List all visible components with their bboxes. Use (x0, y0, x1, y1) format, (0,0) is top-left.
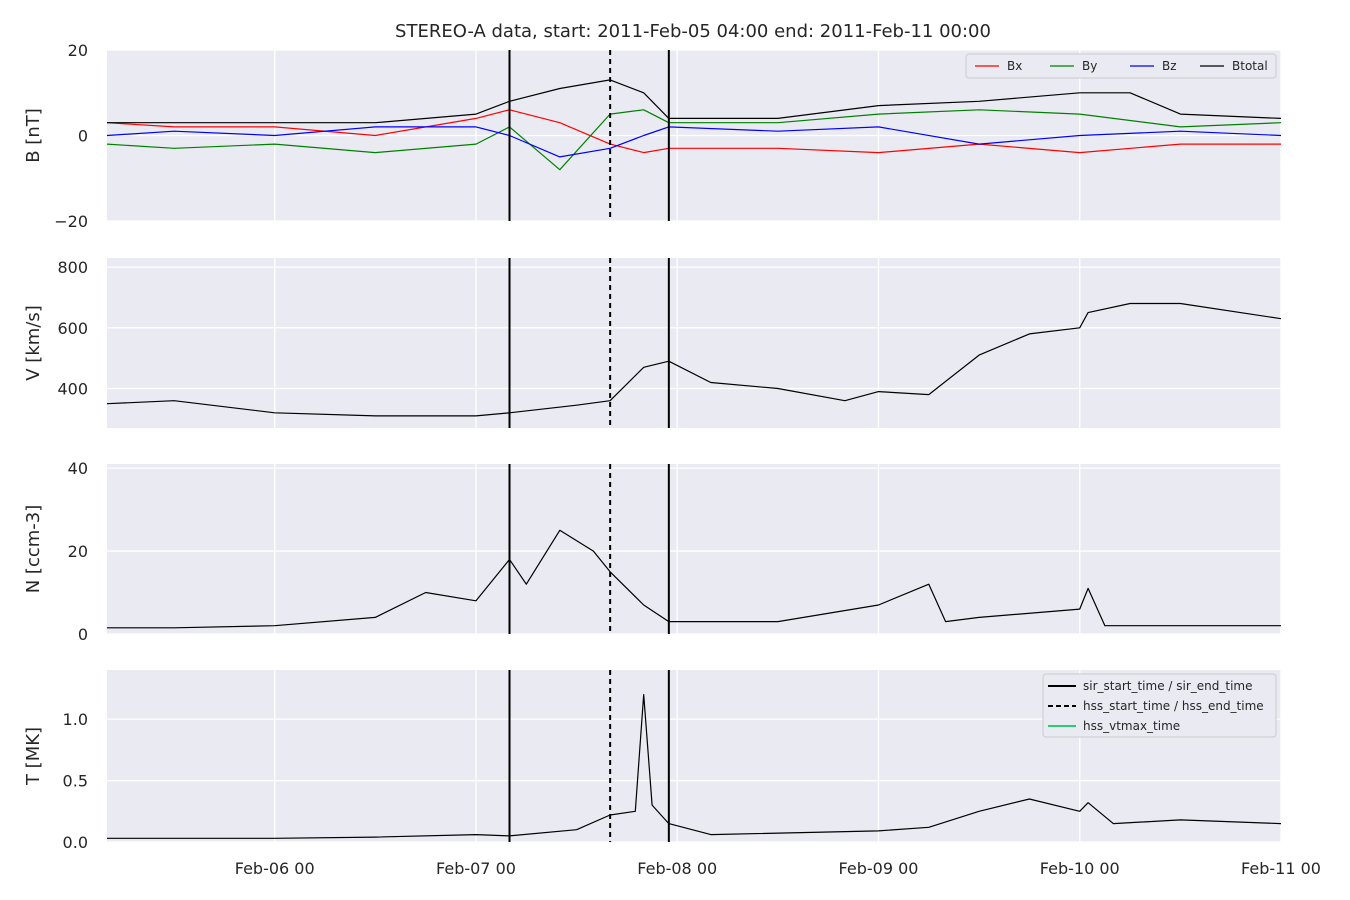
x-tick-label: Feb-09 00 (839, 859, 919, 878)
panel-n-ytick-label: 20 (68, 542, 88, 561)
series-bz-line (106, 126, 1282, 158)
panel-b-ytick-label: −20 (54, 212, 88, 231)
panel-n-background (107, 464, 1281, 634)
series-v-line (106, 302, 1282, 417)
panel-t-ytick-label: 0.0 (63, 833, 88, 852)
series-btotal-line (107, 79, 1282, 124)
legend-t-label: hss_start_time / hss_end_time (1083, 699, 1264, 713)
panel-b-ylabel: B [nT] (23, 108, 44, 163)
panel-t-ytick-label: 0.5 (63, 772, 88, 791)
legend-t: sir_start_time / sir_end_time hss_start_t… (1042, 673, 1277, 738)
legend-b-label: By (1082, 59, 1097, 73)
series-n-line (107, 529, 1281, 629)
legend-b-label: Bz (1162, 59, 1177, 73)
panel-v: 400 600 800 V [km/s] (23, 258, 1282, 428)
x-tick-label: Feb-07 00 (436, 859, 516, 878)
x-tick-label: Feb-06 00 (235, 859, 315, 878)
panel-v-ytick-label: 400 (57, 380, 88, 399)
legend-t-frame (1042, 673, 1277, 738)
legend-t-label: sir_start_time / sir_end_time (1083, 679, 1253, 693)
panel-v-ytick-label: 800 (57, 258, 88, 277)
panel-v-background (107, 258, 1281, 428)
legend-b-frame (965, 53, 1277, 79)
legend-b-label: Bx (1007, 59, 1022, 73)
series-by-line (106, 109, 1282, 171)
figure-title: STEREO-A data, start: 2011-Feb-05 04:00 … (395, 21, 991, 42)
panel-t-ytick-label: 1.0 (63, 710, 88, 729)
panel-b-ytick-label: 20 (68, 41, 88, 60)
panel-n-ytick-label: 40 (68, 459, 88, 478)
panel-n: 0 20 40 N [ccm-3] (23, 459, 1282, 644)
legend-b-label: Btotal (1232, 59, 1268, 73)
legend-t-label: hss_vtmax_time (1083, 719, 1180, 733)
panels: −20 0 20 B [nT] 400 600 800 V [km/s] 0 20 40 N [ccm… (23, 41, 1321, 878)
panel-n-ylabel: N [ccm-3] (23, 505, 44, 594)
panel-v-ylabel: V [km/s] (23, 305, 44, 380)
legend-b: Bx By Bz Btotal (965, 53, 1277, 79)
x-tick-label: Feb-08 00 (637, 859, 717, 878)
panel-v-ytick-label: 600 (57, 319, 88, 338)
panel-t-ylabel: T [MK] (23, 727, 44, 786)
x-tick-label: Feb-10 00 (1040, 859, 1120, 878)
panel-b-ytick-label: 0 (78, 127, 88, 146)
x-tick-label: Feb-11 00 (1241, 859, 1321, 878)
panel-n-ytick-label: 0 (78, 625, 88, 644)
